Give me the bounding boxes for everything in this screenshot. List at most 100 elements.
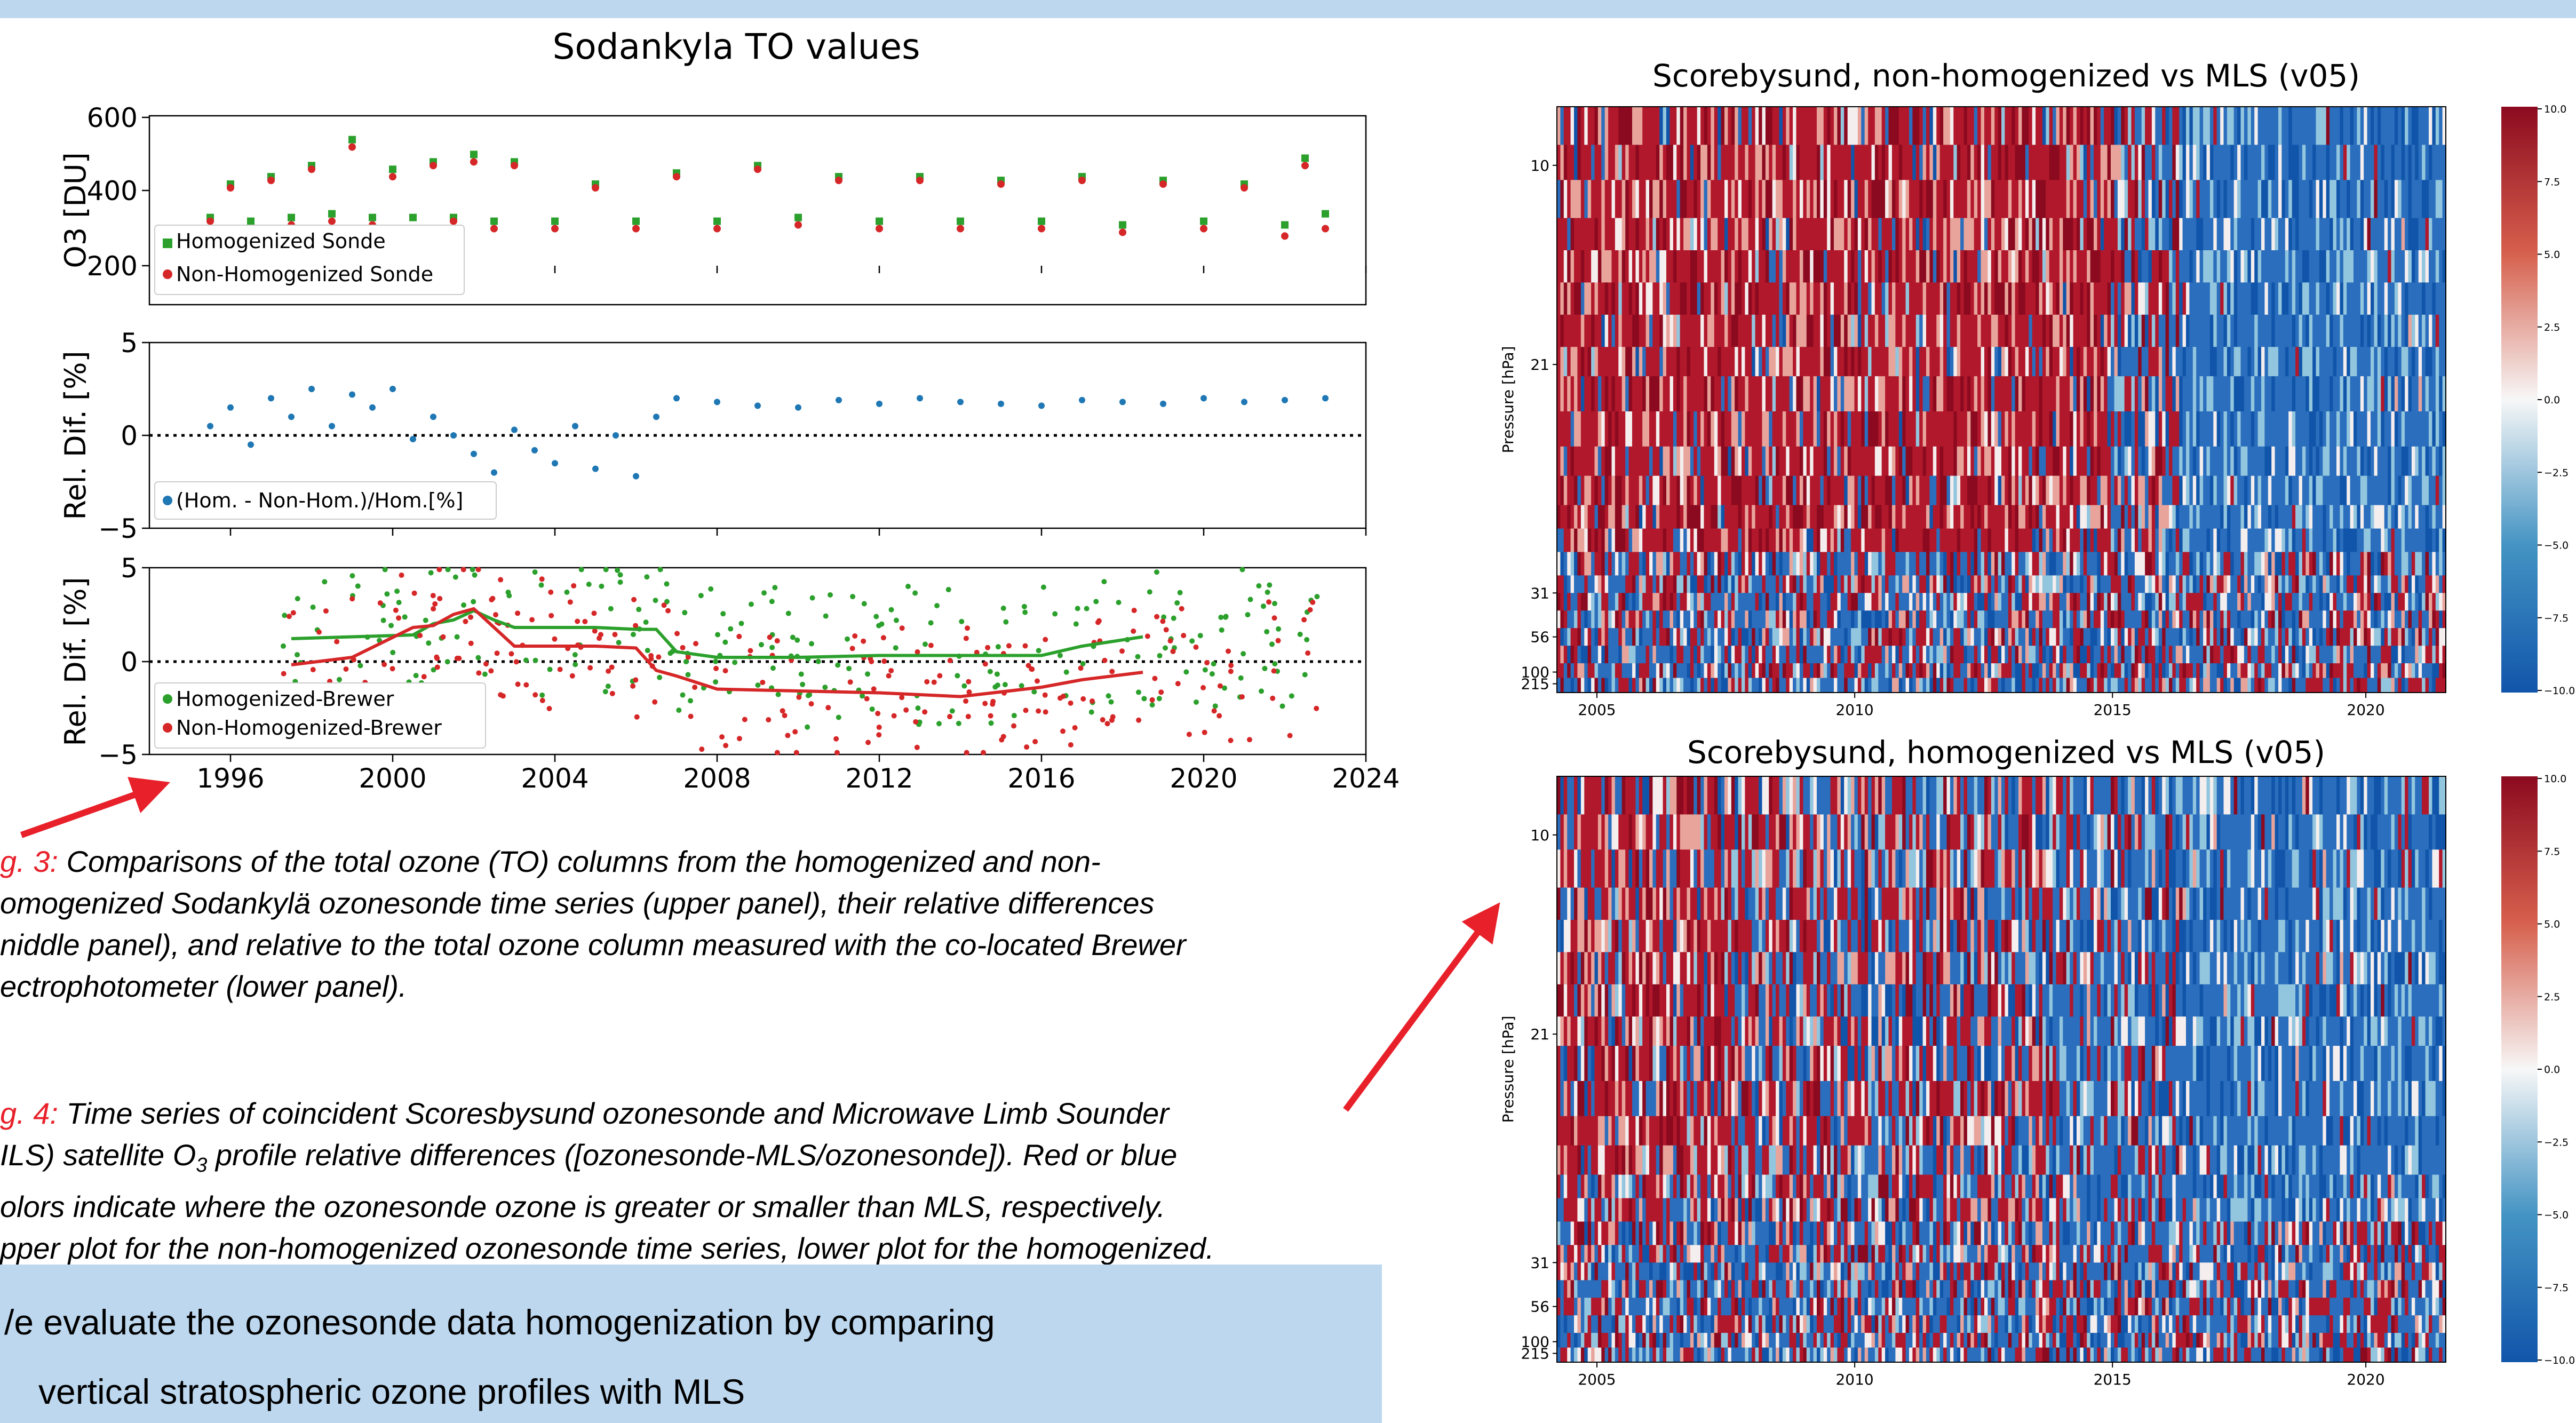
heatmap-ytick-label: 31 xyxy=(1530,584,1549,602)
bottom-scatter-point xyxy=(682,610,688,616)
heatmap-bottom-xticks: 2005 2010 2015 2020 xyxy=(1578,1362,2385,1388)
bottom-scatter-point xyxy=(790,634,796,640)
bottom-scatter-point xyxy=(846,665,852,671)
arrow-fig3 xyxy=(20,777,170,838)
bottom-scatter-point xyxy=(456,655,462,661)
caption-fig3-label: g. 3: xyxy=(0,845,58,878)
bottom-scatter-point xyxy=(396,615,402,621)
bottom-scatter-point xyxy=(793,750,799,756)
bottom-scatter-point xyxy=(617,579,623,585)
middle-reldif-marker xyxy=(369,404,376,411)
bottom-scatter-point xyxy=(631,597,637,602)
bottom-scatter-point xyxy=(557,666,563,672)
top-homogenized-marker xyxy=(794,213,802,221)
bottom-scatter-point xyxy=(539,576,545,582)
bottom-scatter-point xyxy=(421,674,427,680)
bottom-scatter-point xyxy=(1160,618,1166,624)
bottom-scatter-point xyxy=(1088,709,1094,715)
bottom-scatter-point xyxy=(402,614,408,620)
middle-reldif-marker xyxy=(552,460,558,467)
colorbar-tick-label: −7.5 xyxy=(2544,613,2569,624)
top-nonhomogenized-marker xyxy=(794,221,802,229)
caption-fig4-subscript: 3 xyxy=(196,1154,208,1177)
bottom-scatter-point xyxy=(1297,631,1303,637)
bottom-scatter-point xyxy=(316,629,322,635)
top-nonhomogenized-marker xyxy=(470,158,478,166)
legend-dot-nonhom-brewer xyxy=(163,723,172,733)
caption-fig4-label: g. 4: xyxy=(0,1096,58,1130)
middle-reldif-marker xyxy=(957,399,964,406)
bottom-scatter-point xyxy=(758,642,764,648)
bottom-scatter-point xyxy=(1226,648,1231,654)
bottom-scatter-point xyxy=(772,585,778,591)
bottom-scatter-point xyxy=(539,697,545,703)
bottom-scatter-point xyxy=(380,617,386,623)
top-nonhomogenized-marker xyxy=(328,217,336,225)
bottom-scatter-point xyxy=(1141,696,1147,702)
bottom-scatter-point xyxy=(992,684,998,690)
bottom-scatter-point xyxy=(643,619,649,625)
bottom-scatter-point xyxy=(1289,693,1294,699)
middle-reldif-marker xyxy=(998,400,1004,407)
bottom-scatter-point xyxy=(357,663,363,669)
bottom-scatter-point xyxy=(1271,601,1277,607)
bottom-scatter-point xyxy=(633,623,639,629)
legend-label-nonhomogenized-sonde: Non-Homogenized Sonde xyxy=(176,263,433,286)
bottom-scatter-point xyxy=(489,597,495,602)
bottom-scatter-point xyxy=(796,694,802,700)
middle-reldif-marker xyxy=(389,386,396,392)
heatmap-bottom xyxy=(1557,776,2446,1363)
middle-reldif-marker xyxy=(714,399,720,406)
bottom-scatter-point xyxy=(1186,732,1192,737)
bottom-scatter-point xyxy=(606,668,611,674)
bottom-scatter-point xyxy=(1080,661,1086,666)
top-homogenized-marker xyxy=(957,217,964,225)
bottom-scatter-point xyxy=(281,671,287,677)
middle-reldif-marker xyxy=(227,404,234,411)
bottom-scatter-point xyxy=(567,599,573,605)
bottom-scatter-point xyxy=(609,664,615,670)
bottom-scatter-point xyxy=(423,617,428,623)
bottom-scatter-point xyxy=(755,682,761,688)
bottom-scatter-point xyxy=(1110,714,1116,720)
bottom-scatter-point xyxy=(1116,600,1122,606)
bottom-scatter-point xyxy=(657,674,663,680)
top-nonhomogenized-marker xyxy=(267,177,275,185)
summary-box: /e evaluate the ozonesonde data homogeni… xyxy=(0,1265,1382,1423)
bottom-scatter-point xyxy=(532,569,538,575)
bottom-scatter-point xyxy=(475,567,481,573)
bottom-scatter-point xyxy=(657,567,663,573)
bottom-scatter-point xyxy=(411,590,417,596)
bottom-scatter-point xyxy=(1193,644,1199,650)
bottom-scatter-point xyxy=(515,610,521,616)
heatmap-xtick-label: 2015 xyxy=(2094,701,2132,719)
heatmap-bottom-ylabel: Pressure [hPa] xyxy=(1499,1016,1517,1123)
top-homogenized-marker xyxy=(288,213,295,221)
top-nonhomogenized-marker xyxy=(206,217,214,225)
bottom-scatter-point xyxy=(1119,648,1125,654)
bottom-scatter-point xyxy=(630,683,636,689)
top-nonhomogenized-marker xyxy=(1200,225,1207,233)
xtick-label: 2012 xyxy=(845,763,913,794)
bottom-scatter-point xyxy=(715,632,721,638)
bottom-scatter-point xyxy=(1238,675,1244,681)
heatmap-xtick-label: 2005 xyxy=(1578,1371,1616,1388)
top-homogenized-marker xyxy=(369,213,376,221)
bottom-scatter-point xyxy=(500,693,506,699)
top-homogenized-marker xyxy=(328,210,336,218)
middle-reldif-marker xyxy=(1322,395,1329,402)
bottom-scatter-point xyxy=(1272,661,1278,667)
bottom-scatter-point xyxy=(1174,600,1180,606)
bottom-scatter-point xyxy=(599,583,605,589)
bottom-scatter-point xyxy=(322,579,328,585)
bottom-scatter-point xyxy=(995,644,1001,650)
bottom-scatter-point xyxy=(849,646,855,651)
panel-top-frame xyxy=(148,115,1367,306)
bottom-scatter-point xyxy=(860,693,865,699)
colorbar-tick-label: 7.5 xyxy=(2544,846,2560,857)
middle-reldif-marker xyxy=(613,432,619,439)
bottom-scatter-point xyxy=(1135,689,1141,695)
colorbar-tick-label: 7.5 xyxy=(2544,176,2560,188)
bottom-scatter-point xyxy=(825,705,831,711)
